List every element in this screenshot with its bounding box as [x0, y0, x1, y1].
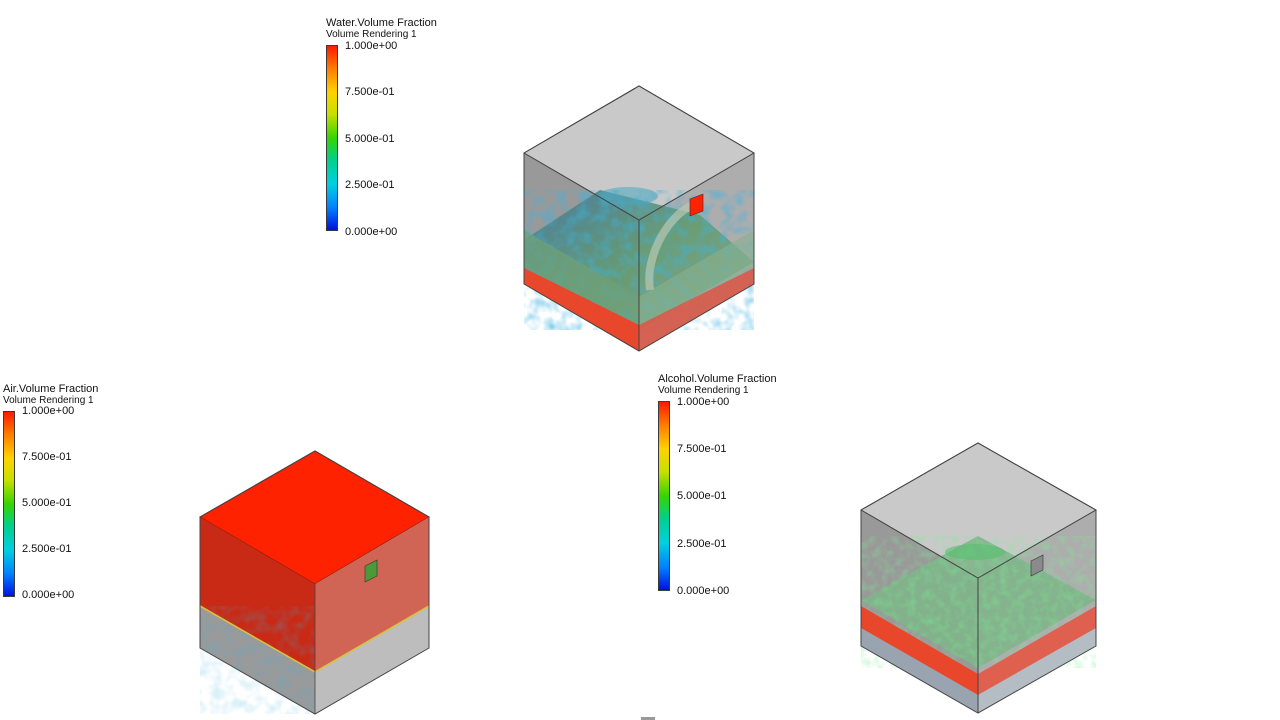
legend-tick: 2.500e-01	[345, 179, 395, 191]
color-bar	[326, 45, 338, 231]
legend-tick: 5.000e-01	[22, 497, 72, 509]
legend-tick: 2.500e-01	[22, 543, 72, 555]
legend-tick: 2.500e-01	[677, 538, 727, 550]
legend-title: Air.Volume Fraction	[3, 383, 99, 395]
legend-tick-min: 0.000e+00	[677, 585, 730, 597]
legend-tick-max: 1.000e+00	[345, 40, 398, 52]
legend-subtitle: Volume Rendering 1	[658, 385, 749, 396]
viewport-handle	[641, 717, 655, 720]
alcohol-volume-box	[859, 442, 1098, 714]
legend-tick: 5.000e-01	[677, 490, 727, 502]
color-bar	[658, 401, 670, 591]
legend-title: Alcohol.Volume Fraction	[658, 373, 777, 385]
legend-subtitle: Volume Rendering 1	[3, 395, 94, 406]
legend-tick: 5.000e-01	[345, 133, 395, 145]
legend-subtitle: Volume Rendering 1	[326, 29, 417, 40]
legend-tick-min: 0.000e+00	[345, 226, 398, 238]
color-bar	[3, 411, 15, 597]
legend-tick-min: 0.000e+00	[22, 589, 75, 601]
legend-tick-max: 1.000e+00	[22, 405, 75, 417]
legend-tick: 7.500e-01	[345, 86, 395, 98]
water-volume-box	[523, 85, 755, 352]
legend-title: Water.Volume Fraction	[326, 17, 437, 29]
legend-tick-max: 1.000e+00	[677, 396, 730, 408]
air-volume-box	[199, 450, 430, 715]
legend-tick: 7.500e-01	[677, 443, 727, 455]
legend-tick: 7.500e-01	[22, 451, 72, 463]
